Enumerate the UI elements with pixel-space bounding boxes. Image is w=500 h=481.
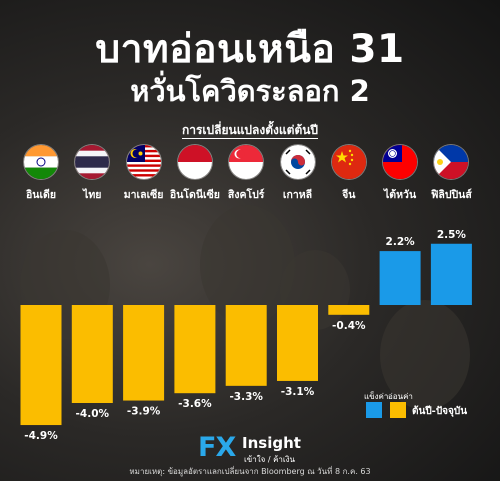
country-label: ไทย (83, 189, 102, 201)
legend-period-label: ต้นปี-ปัจจุบัน (412, 406, 468, 417)
logo-fx-text: FX (198, 432, 236, 463)
country-label: มาเลเซีย (123, 189, 164, 201)
legend-down-swatch (390, 402, 406, 418)
country-label: ฟิลิปปินส์ (430, 189, 472, 201)
taiwan-flag-icon (383, 145, 418, 179)
country-label: อินเดีย (25, 189, 57, 201)
china-flag-icon (331, 145, 366, 179)
legend-up-swatch (366, 402, 382, 418)
bar-india (20, 305, 62, 426)
bar-indonesia (174, 305, 216, 394)
philippines-flag-icon (434, 145, 469, 179)
bar-singapore (225, 305, 267, 386)
legend-down-label: อ่อนค่า (388, 392, 413, 401)
singapore-flag-icon (229, 145, 264, 179)
caption-text: การเปลี่ยนแปลงตั้งแต่ต้นปี (181, 123, 319, 139)
chart-caption: การเปลี่ยนแปลงตั้งแต่ต้นปี (0, 121, 500, 140)
indonesia-flag-icon (177, 145, 212, 179)
country-label: จีน (342, 189, 356, 201)
bar-china (328, 305, 370, 315)
bar-taiwan (379, 251, 421, 305)
country-label: อินโดนีเซีย (169, 189, 220, 201)
value-label: 2.2% (386, 236, 416, 248)
india-flag-icon (24, 145, 58, 179)
logo-tagline: เข้าใจ / ค้าเงิน (244, 455, 296, 464)
country-label: สิงคโปร์ (227, 189, 265, 201)
value-label: -4.9% (24, 430, 58, 442)
value-label: 2.5% (437, 229, 467, 241)
background-figure (380, 300, 470, 410)
malaysia-flag-icon (126, 145, 161, 179)
thailand-flag-icon (75, 145, 110, 179)
value-label: -3.6% (178, 398, 212, 410)
chart-subtitle: หวั่นโควิดระลอก 2 (130, 74, 370, 108)
value-label: -3.9% (127, 406, 161, 418)
bar-thailand (71, 305, 113, 403)
value-label: -0.4% (332, 320, 366, 332)
logo-insight-text: Insight (242, 434, 301, 452)
value-label: -3.3% (229, 391, 263, 403)
source-note: หมายเหตุ: ข้อมูลอัตราแลกเปลี่ยนจาก Bloom… (129, 467, 371, 476)
country-label: ไต้หวัน (384, 189, 417, 201)
bar-malaysia (123, 305, 165, 401)
bar-philippines (430, 243, 472, 305)
country-label: เกาหลี (282, 189, 313, 201)
legend-up-label: แข็งค่า (364, 392, 389, 401)
value-label: -3.1% (281, 386, 315, 398)
chart-title: บาทอ่อนเหนือ 31 (95, 27, 405, 72)
korea-flag-icon (280, 145, 315, 179)
value-label: -4.0% (76, 408, 110, 420)
bar-korea (277, 305, 318, 381)
